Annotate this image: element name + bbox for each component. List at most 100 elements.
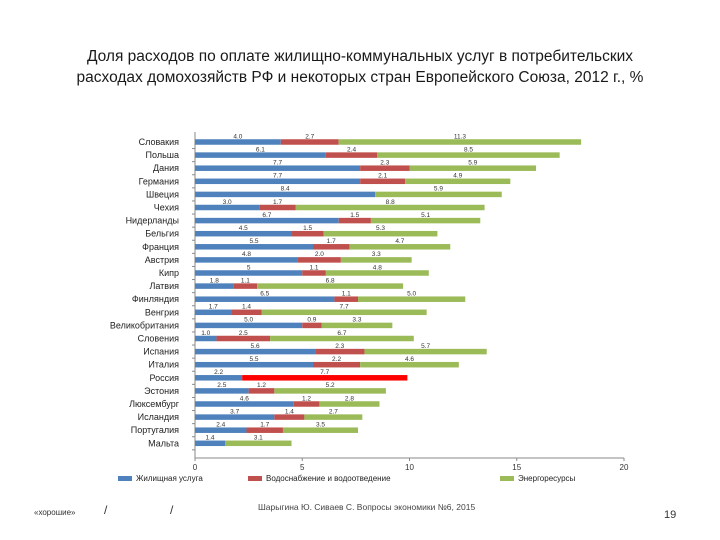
bar-segment bbox=[195, 152, 326, 158]
bar-segment bbox=[195, 191, 376, 198]
category-label: Австрия bbox=[145, 255, 179, 265]
bar-data-label: 3.5 bbox=[316, 421, 325, 428]
bar-segment bbox=[280, 139, 339, 145]
x-tick-label: 0 bbox=[193, 463, 198, 472]
bar-segment bbox=[195, 388, 249, 394]
bar-data-label: 4.5 bbox=[239, 225, 248, 232]
bar-segment bbox=[304, 414, 363, 420]
bar-data-label: 3.1 bbox=[254, 435, 263, 442]
bar-data-label: 1.1 bbox=[342, 290, 351, 297]
bar-data-label: 1.1 bbox=[241, 277, 250, 284]
category-label: Словакия bbox=[139, 137, 180, 147]
bar-data-label: 2.2 bbox=[332, 356, 341, 363]
legend-swatch bbox=[248, 476, 262, 481]
bar-segment bbox=[233, 283, 258, 289]
footer-slash-1: / bbox=[104, 503, 108, 517]
bar-segment bbox=[195, 230, 292, 237]
bar-data-label: 1.4 bbox=[205, 435, 214, 442]
bar-data-label: 6.1 bbox=[256, 146, 265, 153]
bar-data-label: 1.7 bbox=[209, 304, 218, 311]
bar-segment bbox=[274, 388, 386, 394]
category-label: Испания bbox=[143, 347, 179, 357]
bar-segment bbox=[319, 401, 380, 407]
category-label: Словения bbox=[138, 334, 180, 344]
bar-data-label: 2.5 bbox=[217, 382, 226, 389]
category-label: Эстония bbox=[144, 386, 179, 396]
bar-segment bbox=[195, 375, 243, 381]
category-label: Венгрия bbox=[145, 307, 179, 317]
bar-segment bbox=[195, 139, 281, 145]
category-label: Нидерланды bbox=[126, 216, 179, 226]
bar-segment bbox=[246, 427, 283, 433]
bar-data-label: 5.0 bbox=[407, 290, 416, 297]
bar-data-label: 3.3 bbox=[372, 251, 381, 258]
bar-segment bbox=[216, 335, 271, 342]
bar-data-label: 2.4 bbox=[216, 421, 225, 428]
bar-segment bbox=[195, 165, 361, 171]
bar-segment bbox=[323, 230, 438, 237]
bar-segment bbox=[270, 335, 414, 342]
bar-segment bbox=[340, 257, 412, 263]
legend-swatch bbox=[118, 476, 132, 481]
bar-segment bbox=[195, 244, 313, 250]
bar-data-label: 11.3 bbox=[454, 133, 467, 140]
footer-slash-2: / bbox=[170, 503, 174, 517]
bar-segment bbox=[195, 204, 260, 211]
bar-data-label: 6.8 bbox=[326, 277, 335, 284]
bar-segment bbox=[195, 257, 298, 263]
bar-data-label: 6.7 bbox=[337, 330, 346, 337]
bar-segment bbox=[405, 178, 511, 185]
bar-data-label: 0.9 bbox=[307, 317, 316, 324]
bar-data-label: 2.5 bbox=[239, 330, 248, 337]
bar-segment bbox=[315, 348, 365, 355]
bar-data-label: 2.7 bbox=[305, 133, 314, 140]
bar-data-label: 1.2 bbox=[302, 395, 311, 402]
bar-segment bbox=[195, 348, 316, 355]
bar-data-label: 4.8 bbox=[242, 251, 251, 258]
x-tick-label: 15 bbox=[512, 463, 521, 472]
category-label: Великобритания bbox=[110, 320, 179, 330]
bar-data-label: 5.5 bbox=[249, 238, 258, 245]
bar-segment bbox=[312, 244, 350, 250]
bar-segment bbox=[291, 230, 324, 237]
bar-segment bbox=[375, 191, 502, 198]
bar-data-label: 4.9 bbox=[453, 173, 462, 180]
bar-data-label: 1.7 bbox=[327, 238, 336, 245]
page-number: 19 bbox=[664, 509, 677, 521]
bar-segment bbox=[195, 440, 226, 447]
bar-data-label: 1.7 bbox=[260, 421, 269, 428]
bar-segment bbox=[259, 204, 296, 211]
bar-segment bbox=[377, 152, 560, 158]
bar-segment bbox=[231, 309, 262, 316]
bar-segment bbox=[325, 152, 378, 158]
bar-data-label: 1.4 bbox=[242, 304, 251, 311]
bar-data-label: 8.8 bbox=[386, 199, 395, 206]
bar-segment bbox=[195, 335, 217, 342]
bar-segment bbox=[225, 440, 292, 447]
bar-data-label: 7.7 bbox=[273, 159, 282, 166]
legend-swatch bbox=[500, 476, 514, 481]
bar-data-label: 1.4 bbox=[285, 408, 294, 415]
x-tick-label: 20 bbox=[620, 463, 629, 472]
bar-data-label: 2.1 bbox=[378, 173, 387, 180]
bar-segment bbox=[261, 309, 427, 316]
category-label: Дания bbox=[153, 163, 179, 173]
bar-segment bbox=[302, 270, 326, 276]
bar-segment bbox=[321, 322, 393, 329]
bar-data-label: 4.6 bbox=[240, 395, 249, 402]
bar-segment bbox=[274, 414, 305, 420]
bar-data-label: 5.7 bbox=[421, 343, 430, 350]
bar-data-label: 2.0 bbox=[315, 251, 324, 258]
bar-data-label: 3.0 bbox=[223, 199, 232, 206]
bar-segment bbox=[325, 270, 429, 276]
bar-data-label: 2.7 bbox=[329, 408, 338, 415]
bar-data-label: 4.7 bbox=[395, 238, 404, 245]
bar-data-label: 1.7 bbox=[273, 199, 282, 206]
footer-left-text: «хорошие» bbox=[34, 508, 76, 517]
bar-segment bbox=[195, 296, 335, 302]
bar-segment bbox=[409, 165, 537, 171]
bar-data-label: 5 bbox=[247, 264, 251, 271]
bar-data-label: 5.9 bbox=[434, 186, 443, 193]
bar-data-label: 6.5 bbox=[260, 290, 269, 297]
